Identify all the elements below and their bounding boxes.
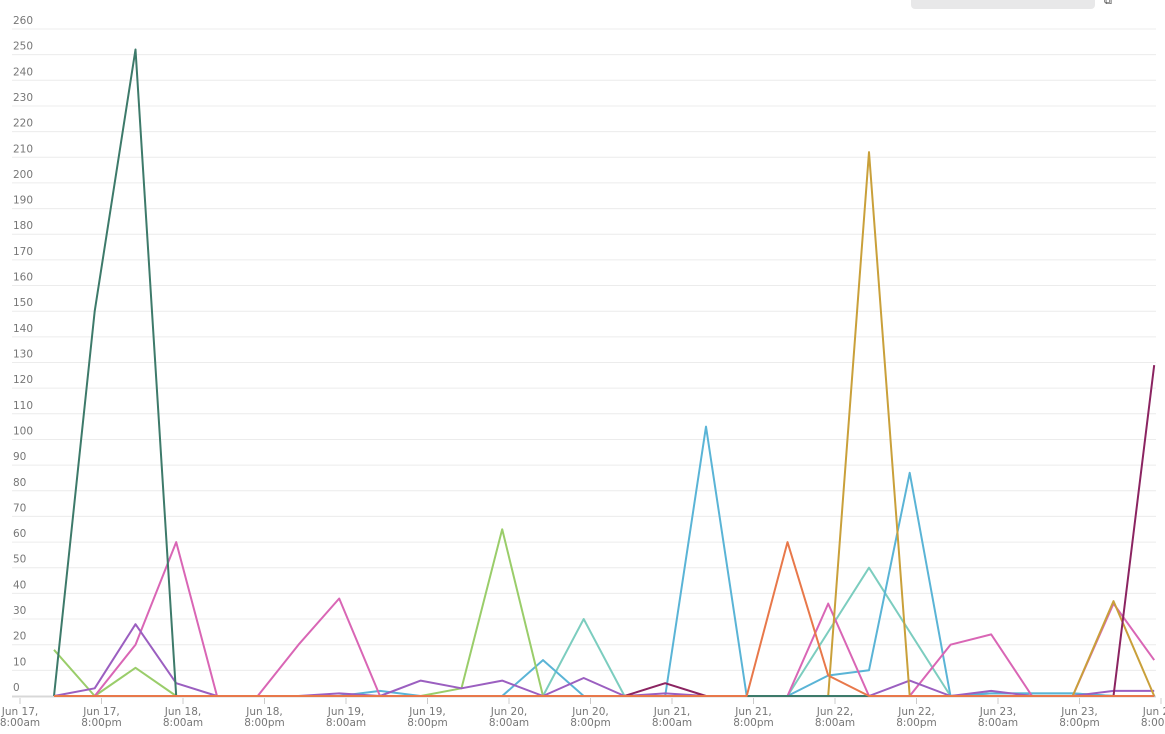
y-axis: 0 10 20 30 40 50 60 70 80 90 100 110 120 130 140 150 160… xyxy=(13,15,33,694)
x-tick-label: Jun 22, xyxy=(897,706,934,718)
y-tick-label: 110 xyxy=(13,400,33,412)
series-line-5[interactable] xyxy=(54,151,1156,697)
x-tick-label: 8:00pm xyxy=(244,717,284,729)
y-tick-label: 220 xyxy=(13,118,33,130)
x-tick-label: 8:00am xyxy=(815,717,855,729)
x-tick-label: 8:00am xyxy=(1141,717,1165,729)
x-tick-label: 8:00pm xyxy=(1059,717,1099,729)
series-line-6[interactable] xyxy=(54,364,1156,697)
series-line-2[interactable] xyxy=(53,528,1155,697)
y-tick-label: 210 xyxy=(13,143,33,155)
x-tick-label: Jun 20, xyxy=(571,706,608,718)
x-tick-label: 8:00am xyxy=(163,717,203,729)
x-tick-label: Jun 22, xyxy=(816,706,853,718)
y-tick-label: 20 xyxy=(13,631,26,643)
x-tick-label: 8:00pm xyxy=(81,717,121,729)
y-tick-label: 260 xyxy=(13,15,33,27)
y-tick-label: 90 xyxy=(13,451,26,463)
external-link-icon[interactable]: ⧉ xyxy=(1104,0,1112,7)
x-tick-label: Jun 23, xyxy=(1060,706,1097,718)
y-tick-label: 160 xyxy=(13,272,33,284)
y-tick-label: 40 xyxy=(13,579,26,591)
y-tick-label: 0 xyxy=(13,682,20,694)
y-tick-label: 10 xyxy=(13,656,26,668)
y-tick-label: 240 xyxy=(13,66,33,78)
y-tick-label: 60 xyxy=(13,528,26,540)
x-tick-label: 8:00pm xyxy=(896,717,936,729)
y-tick-label: 150 xyxy=(13,297,33,309)
x-tick-label: Jun 19, xyxy=(327,706,364,718)
x-tick-label: 8:00pm xyxy=(570,717,610,729)
x-tick-label: Jun 21, xyxy=(653,706,690,718)
y-tick-label: 200 xyxy=(13,169,33,181)
series-line-0[interactable] xyxy=(54,566,1155,697)
y-tick-label: 230 xyxy=(13,92,33,104)
y-tick-label: 250 xyxy=(13,41,33,53)
x-tick-label: 8:00pm xyxy=(733,717,773,729)
y-tick-label: 30 xyxy=(13,605,26,617)
x-tick-label: Jun 17, xyxy=(1,706,38,718)
x-tick-label: Jun 24, xyxy=(1142,706,1165,718)
x-tick-label: Jun 23, xyxy=(979,706,1016,718)
x-tick-label: 8:00pm xyxy=(407,717,447,729)
y-tick-label: 80 xyxy=(13,477,26,489)
series-line-7[interactable] xyxy=(53,48,1155,697)
y-tick-label: 140 xyxy=(13,323,33,335)
y-tick-label: 190 xyxy=(13,195,33,207)
x-tick-label: 8:00am xyxy=(0,717,40,729)
y-tick-label: 120 xyxy=(13,374,33,386)
x-tick-label: 8:00am xyxy=(326,717,366,729)
grid xyxy=(12,28,1156,697)
x-tick-label: Jun 18, xyxy=(164,706,201,718)
y-tick-label: 130 xyxy=(13,349,33,361)
x-tick-label: 8:00am xyxy=(978,717,1018,729)
y-tick-label: 70 xyxy=(13,502,26,514)
x-tick-label: Jun 21, xyxy=(734,706,771,718)
y-tick-label: 100 xyxy=(13,425,33,437)
y-tick-label: 180 xyxy=(13,220,33,232)
x-tick-label: 8:00am xyxy=(489,717,529,729)
y-tick-label: 170 xyxy=(13,246,33,258)
y-tick-label: 50 xyxy=(13,554,26,566)
series-line-8[interactable] xyxy=(54,541,1155,697)
toolbar: ⧉ xyxy=(0,0,1165,10)
x-tick-label: Jun 20, xyxy=(490,706,527,718)
x-tick-label: 8:00am xyxy=(652,717,692,729)
series-lines xyxy=(53,48,1156,697)
x-tick-label: Jun 19, xyxy=(408,706,445,718)
x-tick-label: Jun 18, xyxy=(245,706,282,718)
x-tick-label: Jun 17, xyxy=(82,706,119,718)
search-input[interactable] xyxy=(911,0,1095,9)
